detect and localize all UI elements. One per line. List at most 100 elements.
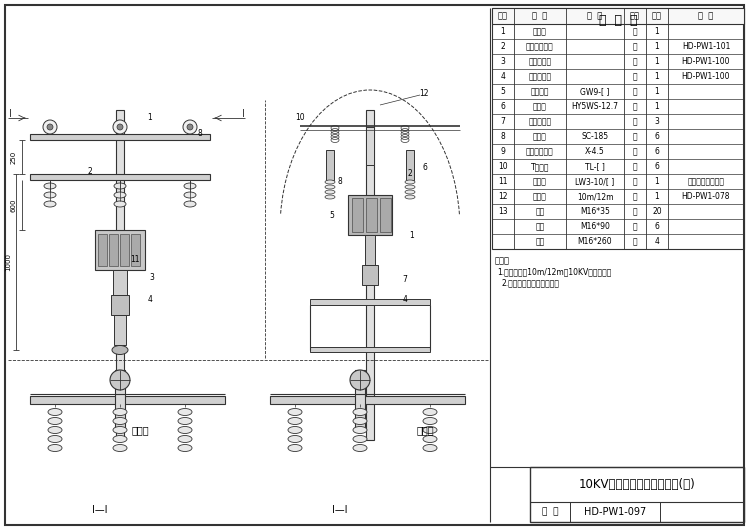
Ellipse shape [178, 409, 192, 416]
Bar [492, 8, 744, 24]
Text: M16*35: M16*35 [580, 207, 610, 216]
Ellipse shape [178, 427, 192, 434]
Text: 1: 1 [655, 177, 659, 186]
Text: 9: 9 [500, 147, 506, 156]
Text: 付: 付 [633, 162, 637, 171]
Text: 规  格: 规 格 [587, 12, 603, 21]
Ellipse shape [288, 445, 302, 452]
Ellipse shape [48, 445, 62, 452]
Bar [113, 270, 127, 295]
Text: 6: 6 [655, 132, 659, 141]
Ellipse shape [423, 418, 437, 425]
Text: HD-PW1-078: HD-PW1-078 [682, 192, 730, 201]
Circle shape [187, 124, 193, 130]
Ellipse shape [405, 185, 415, 189]
Ellipse shape [405, 190, 415, 194]
Text: 1: 1 [655, 27, 659, 36]
Text: 6: 6 [655, 147, 659, 156]
Bar [114, 315, 126, 345]
Bar [120, 234, 129, 266]
Text: 串: 串 [633, 147, 637, 156]
Text: 单位: 单位 [630, 12, 640, 21]
Text: 套: 套 [633, 57, 637, 66]
Text: 12: 12 [498, 192, 508, 201]
Text: 导线支撑担: 导线支撑担 [529, 117, 551, 126]
Text: 图  号: 图 号 [542, 508, 558, 517]
Text: 断路器支架: 断路器支架 [529, 72, 551, 81]
Text: 6: 6 [655, 162, 659, 171]
Text: I: I [8, 109, 11, 119]
Ellipse shape [114, 183, 126, 189]
Text: 2: 2 [88, 167, 92, 176]
Text: 8: 8 [338, 178, 342, 187]
Ellipse shape [113, 418, 127, 425]
Text: 亦可采用真空开关: 亦可采用真空开关 [688, 177, 724, 186]
Ellipse shape [48, 418, 62, 425]
Bar [98, 234, 107, 266]
Text: 600: 600 [11, 198, 17, 212]
Text: 说明：: 说明： [495, 257, 510, 266]
Text: HD-PW1-097: HD-PW1-097 [584, 507, 646, 517]
Text: 12: 12 [419, 89, 428, 98]
Ellipse shape [114, 201, 126, 207]
Text: 2.真空开关参照此图安装。: 2.真空开关参照此图安装。 [502, 278, 560, 287]
Ellipse shape [288, 409, 302, 416]
Ellipse shape [184, 183, 196, 189]
Ellipse shape [288, 436, 302, 443]
Bar [366, 127, 374, 165]
Bar [30, 396, 225, 404]
Text: 3: 3 [150, 273, 154, 282]
Text: 6: 6 [500, 102, 506, 111]
Text: M16*90: M16*90 [580, 222, 610, 231]
Bar [366, 110, 374, 440]
Text: 10m/12m: 10m/12m [577, 192, 613, 201]
Ellipse shape [405, 195, 415, 199]
Ellipse shape [178, 445, 192, 452]
Ellipse shape [114, 192, 126, 198]
Bar [326, 150, 334, 180]
Text: 1: 1 [655, 192, 659, 201]
Ellipse shape [423, 409, 437, 416]
Text: 5: 5 [500, 87, 506, 96]
Bar [116, 110, 124, 440]
Text: 250: 250 [11, 151, 17, 164]
Bar [380, 198, 391, 232]
Ellipse shape [405, 180, 415, 184]
Ellipse shape [423, 427, 437, 434]
Bar [30, 174, 210, 180]
Text: 个: 个 [633, 177, 637, 186]
Text: 4: 4 [655, 237, 659, 246]
Text: 正视图: 正视图 [131, 425, 149, 435]
Text: 1: 1 [655, 72, 659, 81]
Ellipse shape [353, 409, 367, 416]
Bar [355, 370, 365, 430]
Text: 1: 1 [655, 57, 659, 66]
Text: 断路器担架: 断路器担架 [529, 57, 551, 66]
Ellipse shape [178, 436, 192, 443]
Text: 6: 6 [422, 163, 428, 172]
Text: X-4.5: X-4.5 [585, 147, 605, 156]
Circle shape [117, 124, 123, 130]
Bar [310, 299, 430, 305]
Text: 螺栓: 螺栓 [536, 222, 545, 231]
Ellipse shape [112, 346, 128, 355]
Ellipse shape [353, 445, 367, 452]
Ellipse shape [325, 185, 335, 189]
Bar [366, 198, 377, 232]
Bar [109, 234, 118, 266]
Ellipse shape [48, 427, 62, 434]
Ellipse shape [353, 427, 367, 434]
Text: 套: 套 [633, 72, 637, 81]
Circle shape [183, 120, 197, 134]
Ellipse shape [325, 195, 335, 199]
Text: 8: 8 [500, 132, 506, 141]
Text: 序号: 序号 [498, 12, 508, 21]
Text: HD-PW1-100: HD-PW1-100 [682, 72, 730, 81]
Text: 1: 1 [500, 27, 506, 36]
Text: 6: 6 [655, 222, 659, 231]
Ellipse shape [113, 427, 127, 434]
Bar [131, 234, 140, 266]
Text: 2: 2 [407, 170, 413, 179]
Text: 侧视图: 侧视图 [416, 425, 434, 435]
Text: 隔离开关: 隔离开关 [531, 87, 549, 96]
